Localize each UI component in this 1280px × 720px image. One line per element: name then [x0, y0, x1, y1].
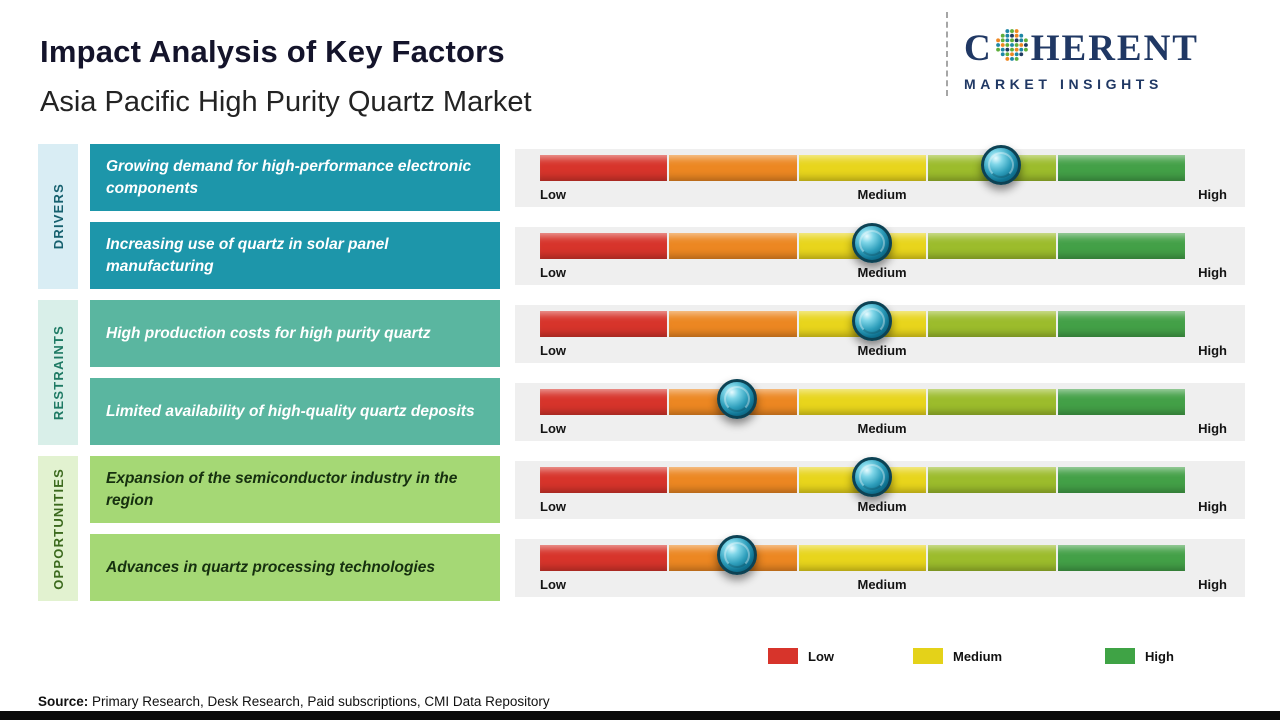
factor-text: High production costs for high purity qu… — [106, 324, 431, 342]
factor-text: Advances in quartz processing technologi… — [106, 558, 436, 576]
scale-labels: Low Medium High — [540, 343, 1227, 358]
impact-row: Advances in quartz processing technologi… — [0, 534, 1280, 601]
scale-label-high: High — [1198, 577, 1227, 592]
category-opportunities: OPPORTUNITIES — [38, 456, 78, 601]
scale-label-high: High — [1198, 187, 1227, 202]
factor-box: Advances in quartz processing technologi… — [90, 534, 500, 601]
source-line: Source: Primary Research, Desk Research,… — [38, 694, 550, 709]
impact-scale-panel: Low Medium High — [515, 457, 1245, 519]
legend-item-medium: Medium — [913, 648, 1002, 664]
legend-swatch-medium — [913, 648, 943, 664]
impact-bar — [540, 467, 1186, 493]
factor-box: High production costs for high purity qu… — [90, 300, 500, 367]
impact-bar — [540, 545, 1186, 571]
scale-label-medium: Medium — [857, 343, 907, 358]
factor-text: Expansion of the semiconductor industry … — [106, 469, 458, 509]
scale-labels: Low Medium High — [540, 187, 1227, 202]
impact-scale-panel: Low Medium High — [515, 301, 1245, 363]
page-title: Impact Analysis of Key Factors — [40, 34, 505, 69]
impact-marker — [981, 145, 1022, 185]
scale-label-high: High — [1198, 421, 1227, 436]
footer-bar — [0, 711, 1280, 720]
category-restraints: RESTRAINTS — [38, 300, 78, 445]
factor-box: Increasing use of quartz in solar panel … — [90, 222, 500, 289]
source-label: Source: — [38, 694, 89, 709]
scale-label-low: Low — [540, 499, 566, 514]
impact-bar — [540, 389, 1186, 415]
scale-labels: Low Medium High — [540, 577, 1227, 592]
category-drivers: DRIVERS — [38, 144, 78, 289]
impact-row: Limited availability of high-quality qua… — [0, 378, 1280, 445]
legend-swatch-high — [1105, 648, 1135, 664]
scale-label-low: Low — [540, 265, 566, 280]
scale-labels: Low Medium High — [540, 265, 1227, 280]
legend-label: Medium — [953, 648, 1003, 664]
scale-label-medium: Medium — [857, 187, 907, 202]
impact-marker — [852, 301, 893, 341]
logo-tagline: MARKET INSIGHTS — [964, 76, 1163, 92]
scale-label-medium: Medium — [857, 265, 907, 280]
impact-scale-panel: Low Medium High — [515, 145, 1245, 207]
factor-box: Limited availability of high-quality qua… — [90, 378, 500, 445]
impact-bar — [540, 311, 1186, 337]
impact-marker — [852, 457, 893, 497]
impact-scale-panel: Low Medium High — [515, 223, 1245, 285]
logo-letters-herent: HERENT — [1030, 28, 1199, 69]
scale-label-high: High — [1198, 343, 1227, 358]
impact-marker — [716, 535, 757, 575]
scale-label-high: High — [1198, 499, 1227, 514]
impact-bar — [540, 155, 1186, 181]
impact-scale-panel: Low Medium High — [515, 379, 1245, 441]
legend-item-high: High — [1105, 648, 1174, 664]
impact-row: Increasing use of quartz in solar panel … — [0, 222, 1280, 289]
scale-label-medium: Medium — [857, 421, 907, 436]
factor-box: Expansion of the semiconductor industry … — [90, 456, 500, 523]
scale-label-medium: Medium — [857, 499, 907, 514]
factor-text: Growing demand for high-performance elec… — [106, 157, 472, 197]
logo-wordmark: C HERENT — [964, 28, 1199, 69]
source-text: Primary Research, Desk Research, Paid su… — [88, 694, 550, 709]
legend-item-low: Low — [768, 648, 834, 664]
scale-labels: Low Medium High — [540, 421, 1227, 436]
scale-label-low: Low — [540, 577, 566, 592]
impact-row: High production costs for high purity qu… — [0, 300, 1280, 367]
logo-letter-c: C — [964, 28, 993, 69]
legend-label: High — [1145, 648, 1174, 664]
scale-labels: Low Medium High — [540, 499, 1227, 514]
impact-scale-panel: Low Medium High — [515, 535, 1245, 597]
logo-divider — [946, 12, 948, 96]
scale-label-low: Low — [540, 187, 566, 202]
legend-swatch-low — [768, 648, 798, 664]
impact-row: Growing demand for high-performance elec… — [0, 144, 1280, 211]
scale-label-low: Low — [540, 343, 566, 358]
factor-text: Limited availability of high-quality qua… — [106, 402, 475, 420]
scale-label-high: High — [1198, 265, 1227, 280]
impact-marker — [716, 379, 757, 419]
page-subtitle: Asia Pacific High Purity Quartz Market — [40, 86, 532, 118]
legend-label: Low — [808, 648, 834, 664]
factor-text: Increasing use of quartz in solar panel … — [106, 235, 389, 275]
scale-label-medium: Medium — [857, 577, 907, 592]
impact-row: Expansion of the semiconductor industry … — [0, 456, 1280, 523]
scale-label-low: Low — [540, 421, 566, 436]
impact-marker — [852, 223, 893, 263]
brand-logo: C HERENT MARKET INSIGHTS — [964, 28, 1199, 92]
factor-box: Growing demand for high-performance elec… — [90, 144, 500, 211]
dotted-globe-icon — [995, 28, 1029, 69]
